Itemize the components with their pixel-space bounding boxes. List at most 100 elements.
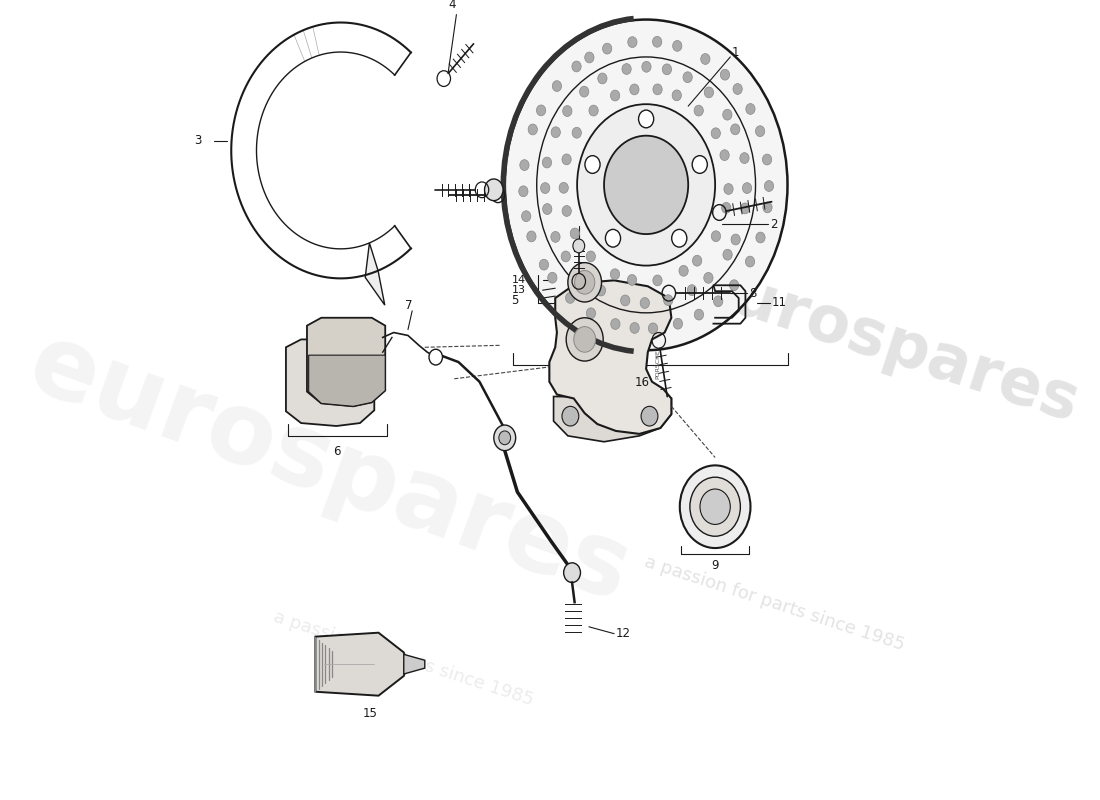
- Circle shape: [672, 230, 686, 247]
- Text: 15: 15: [363, 707, 377, 720]
- Circle shape: [641, 62, 651, 72]
- Circle shape: [673, 318, 682, 329]
- Circle shape: [579, 271, 587, 282]
- Circle shape: [542, 204, 552, 214]
- Polygon shape: [286, 339, 374, 426]
- Circle shape: [629, 84, 639, 95]
- Circle shape: [539, 259, 549, 270]
- Circle shape: [574, 326, 595, 352]
- Circle shape: [630, 322, 639, 334]
- Circle shape: [746, 256, 755, 267]
- Circle shape: [597, 73, 607, 84]
- Text: 13: 13: [512, 285, 526, 295]
- Circle shape: [680, 466, 750, 548]
- Polygon shape: [553, 397, 671, 442]
- Text: 5: 5: [512, 294, 519, 306]
- Circle shape: [552, 81, 562, 91]
- Polygon shape: [309, 355, 385, 406]
- Circle shape: [723, 250, 733, 260]
- Circle shape: [683, 72, 692, 82]
- Circle shape: [694, 310, 704, 320]
- Circle shape: [756, 232, 766, 243]
- Circle shape: [565, 293, 575, 303]
- Circle shape: [719, 150, 729, 161]
- Circle shape: [519, 186, 528, 197]
- Circle shape: [722, 202, 730, 214]
- Text: a passion for parts since 1985: a passion for parts since 1985: [272, 607, 536, 709]
- Circle shape: [723, 110, 732, 120]
- Circle shape: [562, 406, 579, 426]
- Polygon shape: [404, 654, 425, 674]
- Circle shape: [729, 280, 739, 290]
- Polygon shape: [549, 280, 671, 434]
- Circle shape: [653, 84, 662, 94]
- Circle shape: [574, 270, 595, 294]
- Circle shape: [585, 52, 594, 63]
- Circle shape: [740, 153, 749, 163]
- Circle shape: [499, 431, 510, 445]
- Circle shape: [733, 83, 742, 94]
- Circle shape: [605, 230, 620, 247]
- Circle shape: [628, 37, 637, 47]
- Circle shape: [641, 406, 658, 426]
- Circle shape: [764, 181, 773, 191]
- Circle shape: [521, 210, 531, 222]
- Text: 14: 14: [512, 275, 526, 286]
- Circle shape: [610, 269, 619, 280]
- Polygon shape: [307, 318, 385, 406]
- Circle shape: [627, 274, 637, 286]
- Circle shape: [701, 54, 710, 64]
- Circle shape: [537, 105, 546, 116]
- Text: 7: 7: [405, 299, 412, 313]
- Circle shape: [528, 124, 538, 135]
- Circle shape: [740, 203, 750, 214]
- Text: 4: 4: [449, 0, 456, 11]
- Circle shape: [672, 90, 681, 101]
- Circle shape: [588, 105, 598, 116]
- Circle shape: [720, 70, 729, 80]
- Circle shape: [563, 106, 572, 117]
- Polygon shape: [316, 633, 408, 696]
- Text: 8: 8: [749, 286, 756, 300]
- Circle shape: [711, 128, 720, 138]
- Text: 1: 1: [732, 46, 739, 58]
- Circle shape: [603, 43, 612, 54]
- Circle shape: [570, 228, 580, 239]
- Circle shape: [694, 105, 703, 116]
- Circle shape: [690, 477, 740, 536]
- Circle shape: [693, 255, 702, 266]
- Circle shape: [551, 231, 560, 242]
- Circle shape: [610, 90, 619, 101]
- Text: 9: 9: [712, 559, 719, 572]
- Circle shape: [562, 206, 571, 216]
- Text: 2: 2: [770, 218, 778, 230]
- Circle shape: [586, 251, 595, 262]
- Circle shape: [548, 272, 557, 283]
- Circle shape: [572, 61, 581, 72]
- Circle shape: [692, 156, 707, 174]
- Circle shape: [712, 231, 720, 242]
- Circle shape: [700, 489, 730, 525]
- Text: PORSCHE: PORSCHE: [656, 349, 660, 379]
- Text: 6: 6: [333, 445, 341, 458]
- Circle shape: [663, 294, 673, 306]
- Text: 12: 12: [616, 627, 630, 640]
- Circle shape: [762, 202, 772, 213]
- Circle shape: [610, 318, 620, 330]
- Circle shape: [652, 36, 662, 47]
- Circle shape: [573, 239, 585, 253]
- Circle shape: [742, 182, 751, 194]
- Circle shape: [704, 87, 714, 98]
- Circle shape: [672, 41, 682, 51]
- Circle shape: [561, 251, 571, 262]
- Circle shape: [586, 308, 595, 318]
- Circle shape: [621, 64, 631, 74]
- Circle shape: [704, 273, 713, 283]
- Circle shape: [746, 103, 755, 114]
- Circle shape: [679, 266, 689, 276]
- Circle shape: [559, 182, 569, 194]
- Circle shape: [563, 563, 581, 582]
- Circle shape: [585, 156, 601, 174]
- Circle shape: [562, 154, 571, 165]
- Polygon shape: [365, 243, 385, 305]
